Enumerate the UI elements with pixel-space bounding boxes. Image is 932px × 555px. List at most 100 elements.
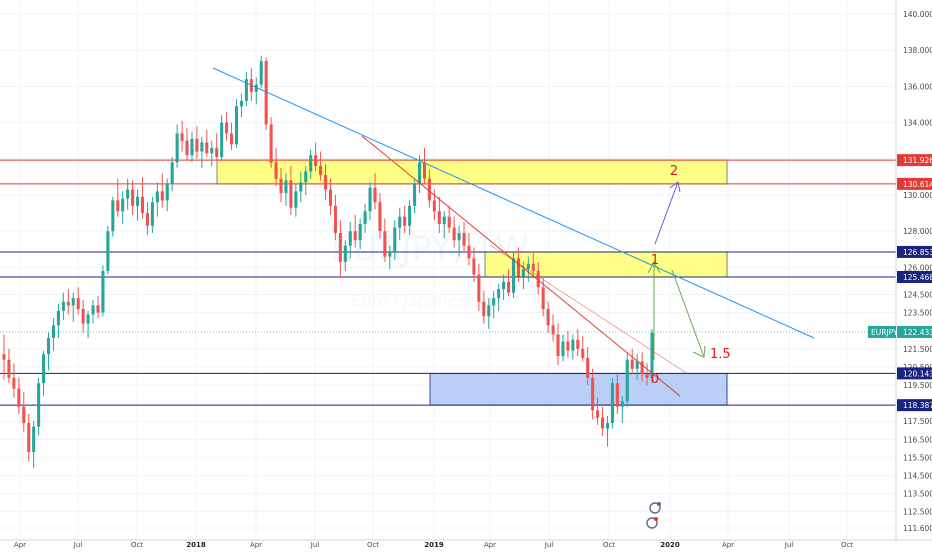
candle-body xyxy=(220,122,224,157)
candle-body xyxy=(170,162,174,185)
event-marker-icon xyxy=(649,502,661,514)
candle-body xyxy=(383,231,387,257)
candle-body xyxy=(46,337,51,355)
candle-body xyxy=(398,216,402,228)
y-tick-label: 115.500 xyxy=(903,453,932,462)
current-price-label: 122.433 xyxy=(903,328,932,337)
candle-body xyxy=(259,61,263,85)
candle-body xyxy=(61,301,65,311)
candle-body xyxy=(121,198,125,212)
x-tick-label: Jul xyxy=(310,541,320,549)
level-tag-label: 131.926 xyxy=(903,156,932,165)
candle-body xyxy=(319,166,323,176)
candle-body xyxy=(309,155,313,172)
candle-body xyxy=(497,289,501,299)
candle-body xyxy=(269,124,273,163)
candle-body xyxy=(601,417,605,429)
candle-body xyxy=(358,223,362,241)
candle-body xyxy=(521,269,525,277)
y-tick-label: 119.500 xyxy=(903,381,932,390)
y-tick-label: 130.000 xyxy=(903,191,932,200)
candle-body xyxy=(299,182,303,192)
candle-body xyxy=(571,339,575,351)
x-tick-label: Apr xyxy=(250,541,262,549)
candle-body xyxy=(388,251,392,257)
candle-body xyxy=(289,180,293,208)
candle-body xyxy=(91,305,95,315)
candle-body xyxy=(551,325,555,335)
name-watermark: Euro / Japanese Yen xyxy=(351,291,508,310)
candle-body xyxy=(457,232,461,241)
annotation-1: 1 xyxy=(651,253,659,268)
candle-body xyxy=(244,79,248,101)
candle-body xyxy=(239,100,243,107)
y-tick-label: 128.000 xyxy=(903,227,932,236)
event-marker-badge xyxy=(654,517,658,521)
y-tick-label: 111.600 xyxy=(903,524,932,533)
level-tag xyxy=(897,245,932,258)
candle-body xyxy=(343,245,347,262)
candle-body xyxy=(200,142,204,152)
candle-body xyxy=(294,191,298,208)
candle-body xyxy=(620,401,624,407)
level-tag-label: 118.387 xyxy=(903,401,932,410)
candle-body xyxy=(640,361,644,375)
candle-body xyxy=(160,191,164,201)
candle-body xyxy=(546,309,550,326)
x-tick-label: Oct xyxy=(367,541,379,549)
arrow-up-green xyxy=(647,260,661,360)
candle-body xyxy=(368,187,372,212)
y-tick-label: 134.000 xyxy=(903,119,932,128)
level-tag xyxy=(897,271,932,284)
candle-body xyxy=(591,377,595,411)
y-tick-label: 116.500 xyxy=(903,435,932,444)
y-tick-label: 123.500 xyxy=(903,309,932,318)
candle-body xyxy=(274,162,278,179)
level-tag xyxy=(897,399,932,412)
level-tag-label: 130.614 xyxy=(903,180,932,189)
level-tag xyxy=(897,177,932,190)
candle-body xyxy=(279,178,283,194)
level-tag-label: 120.143 xyxy=(903,369,932,378)
candle-body xyxy=(477,274,481,302)
event-markers xyxy=(646,502,661,529)
annotations: 211.50 xyxy=(651,164,731,387)
candle-body xyxy=(556,334,560,357)
x-tick-label: 2019 xyxy=(424,541,444,549)
candle-body xyxy=(56,310,60,326)
projection-arrows xyxy=(647,181,706,360)
candle-body xyxy=(32,426,36,452)
level-tag xyxy=(897,367,932,380)
candle-body xyxy=(328,189,333,206)
candle-body xyxy=(452,227,456,241)
candle-body xyxy=(66,301,70,306)
candle-body xyxy=(225,122,229,134)
x-tick-label: Jul xyxy=(73,541,83,549)
x-axis[interactable]: Apr Jul Oct 2018 Apr Jul Oct 2019 Apr Jul Oct 2020 A… xyxy=(0,539,932,549)
candle-body xyxy=(86,314,90,324)
candle-body xyxy=(27,423,31,452)
candle-body xyxy=(338,232,342,262)
arrow-down-green xyxy=(671,269,706,358)
x-tick-label: Jul xyxy=(784,541,794,549)
candle-body xyxy=(511,258,516,293)
candle-body xyxy=(51,325,55,338)
candle-body xyxy=(487,305,491,317)
x-tick-label: Oct xyxy=(131,541,143,549)
candle-body xyxy=(264,61,268,125)
candle-body xyxy=(566,341,570,351)
candle-body xyxy=(462,232,466,246)
candle-body xyxy=(150,202,154,226)
candle-body xyxy=(136,196,140,206)
y-axis[interactable]: 140.000138.000136.000134.000132.000130.0… xyxy=(868,0,932,550)
candle-body xyxy=(635,361,639,369)
candle-body xyxy=(180,133,184,141)
candle-body xyxy=(650,332,654,378)
y-tick-label: 114.500 xyxy=(903,472,932,481)
candle-body xyxy=(22,406,26,424)
x-tick-label: Apr xyxy=(14,541,26,549)
y-tick-label: 124.500 xyxy=(903,291,932,300)
